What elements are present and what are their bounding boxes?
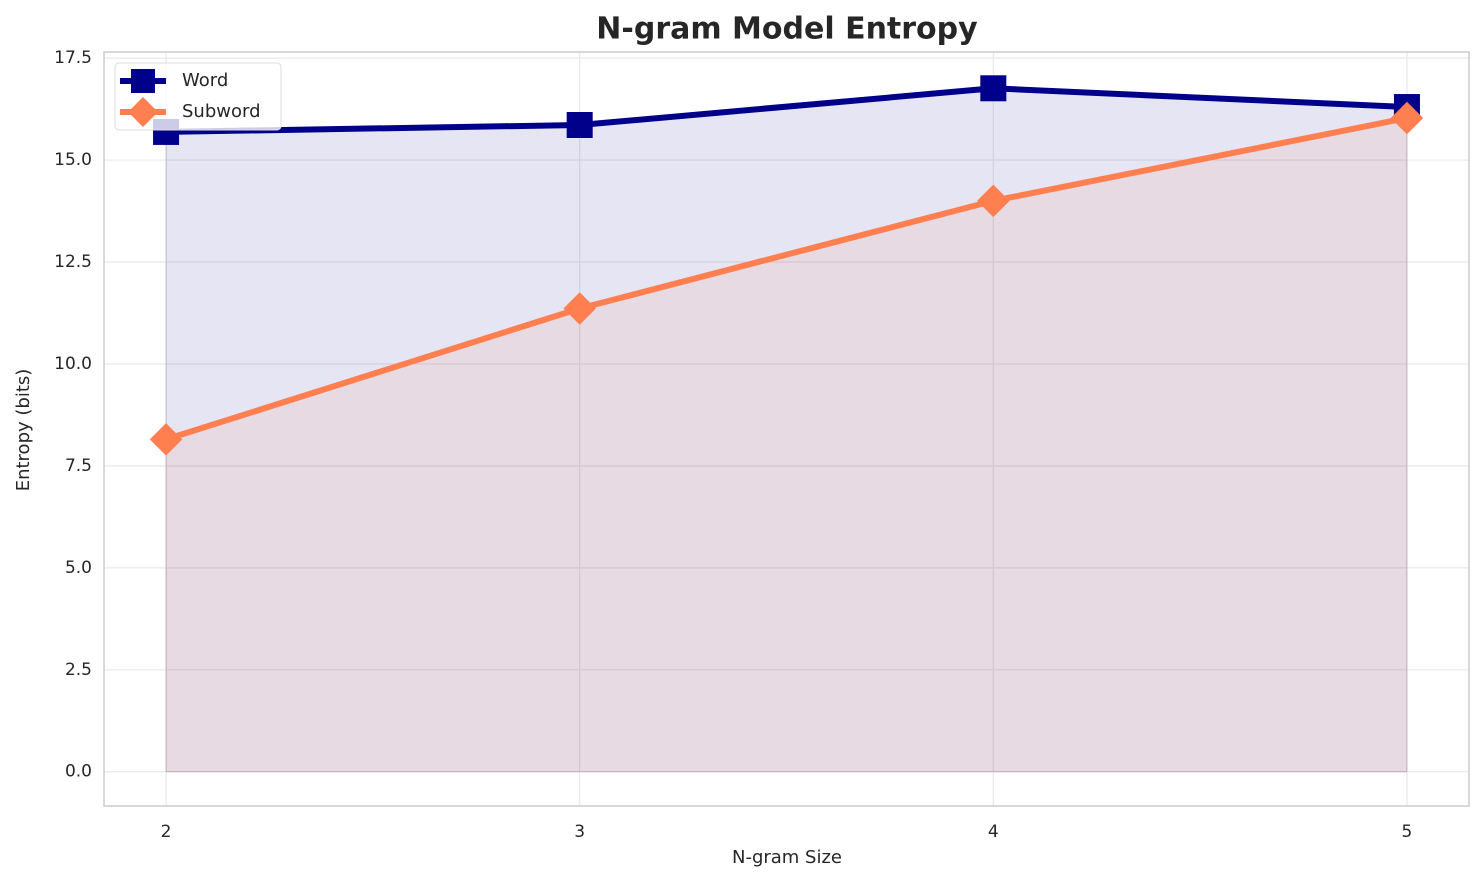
x-tick-label: 5	[1402, 822, 1413, 842]
marker	[977, 184, 1010, 218]
marker	[1390, 101, 1424, 135]
chart-title: N-gram Model Entropy	[596, 12, 978, 47]
marker	[128, 97, 158, 127]
y-tick-label: 5.0	[65, 558, 92, 578]
legend: Word Subword	[114, 62, 282, 131]
line	[165, 115, 1408, 443]
y-tick-label: 10.0	[54, 354, 92, 374]
y-axis-label: Entropy (bits)	[13, 369, 34, 492]
y-tick-label: 0.0	[65, 762, 92, 782]
marker	[131, 69, 155, 93]
x-tick-label: 3	[574, 822, 585, 842]
x-axis-label: N-gram Size	[732, 847, 842, 868]
marker	[980, 75, 1007, 102]
plot-frame	[103, 51, 1470, 807]
marker	[563, 292, 596, 325]
y-tick-label: 17.5	[54, 48, 92, 68]
marker	[149, 423, 183, 456]
x-tick-label: 2	[161, 822, 172, 842]
legend-label: Word	[182, 70, 228, 91]
legend-label: Subword	[182, 101, 261, 122]
y-tick-label: 7.5	[65, 456, 92, 476]
y-tick-label: 12.5	[54, 252, 92, 272]
x-tick-label: 4	[988, 822, 999, 842]
y-tick-label: 15.0	[54, 150, 92, 170]
y-tick-label: 2.5	[65, 660, 92, 680]
marker	[566, 111, 593, 138]
line	[165, 85, 1408, 135]
